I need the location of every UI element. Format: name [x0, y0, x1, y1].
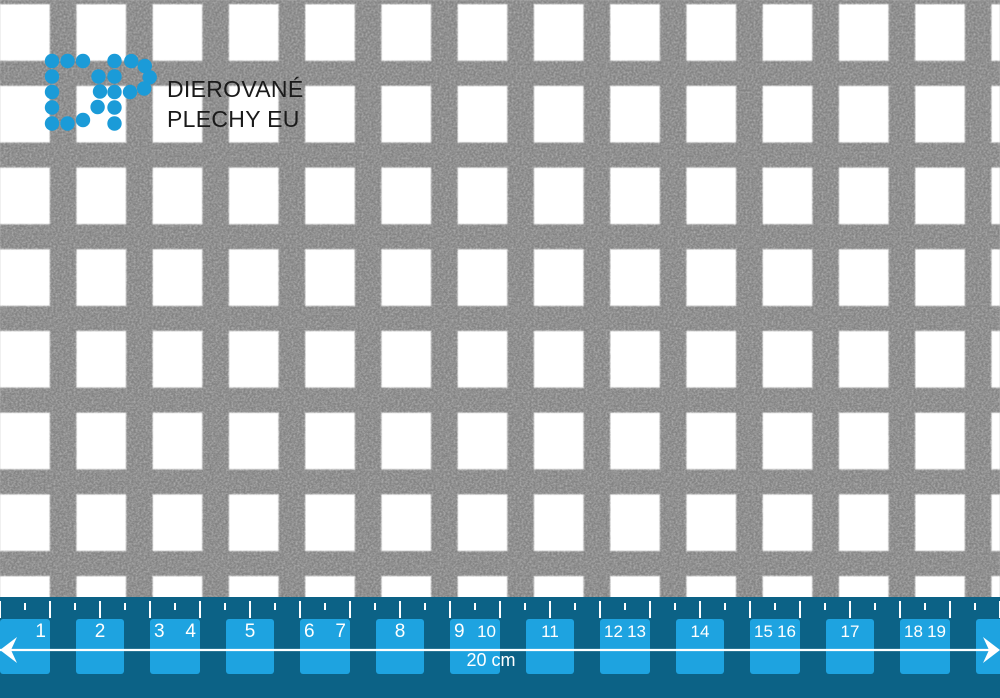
- svg-text:18: 18: [904, 622, 923, 641]
- svg-text:11: 11: [541, 622, 559, 641]
- svg-text:2: 2: [95, 621, 106, 642]
- svg-text:8: 8: [395, 621, 406, 642]
- svg-text:14: 14: [691, 622, 710, 641]
- svg-text:3: 3: [154, 621, 165, 642]
- svg-text:19: 19: [927, 622, 946, 641]
- svg-text:7: 7: [335, 621, 346, 642]
- svg-text:13: 13: [627, 622, 646, 641]
- svg-text:12: 12: [604, 622, 623, 641]
- svg-text:20 cm: 20 cm: [466, 650, 515, 670]
- svg-text:17: 17: [841, 622, 860, 641]
- svg-text:15: 15: [754, 622, 773, 641]
- svg-text:9: 9: [454, 621, 465, 642]
- svg-text:16: 16: [777, 622, 796, 641]
- svg-text:10: 10: [477, 622, 496, 641]
- svg-text:6: 6: [304, 621, 315, 642]
- svg-text:1: 1: [35, 621, 46, 642]
- svg-text:5: 5: [245, 621, 256, 642]
- svg-text:4: 4: [185, 621, 196, 642]
